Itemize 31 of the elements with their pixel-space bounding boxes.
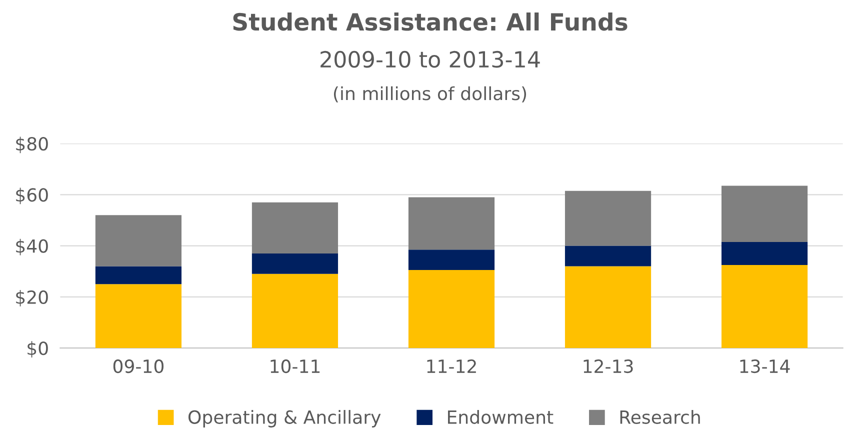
bar [564,266,652,348]
text: (in millions of dollars) [334,86,526,102]
chart-title: Student Assistance: All Funds [233,12,628,31]
bar [95,266,182,284]
bar [408,270,495,348]
y-tick-label: $20 [16,290,48,306]
x-tick-label: 11-12 [427,359,476,373]
bar [252,202,338,254]
bar [721,264,808,348]
bar [721,242,808,265]
y-tick-label: $0 [28,341,48,358]
chart-subtitle: 2009-10 to 2013-14 [320,50,540,68]
bar [564,190,652,246]
bar [408,250,495,270]
legend-label: Research [620,410,700,424]
y-tick-label: $60 [16,188,48,204]
bar [408,197,495,250]
bar [95,284,182,348]
y-tick-label: $80 [16,136,48,154]
x-tick-label: 12-13 [584,359,633,374]
bar [95,215,182,266]
x-tick-label: 10-11 [270,359,320,374]
y-tick-label: $40 [16,238,48,256]
bar [252,274,338,348]
bar [721,186,808,242]
legend-label: Endowment [448,410,554,424]
legend-label: Operating & Ancillary [188,410,381,428]
bar [564,246,652,266]
x-tick-label: 09-10 [113,359,164,374]
x-tick-label: 13-14 [740,359,790,374]
bar [252,253,338,274]
